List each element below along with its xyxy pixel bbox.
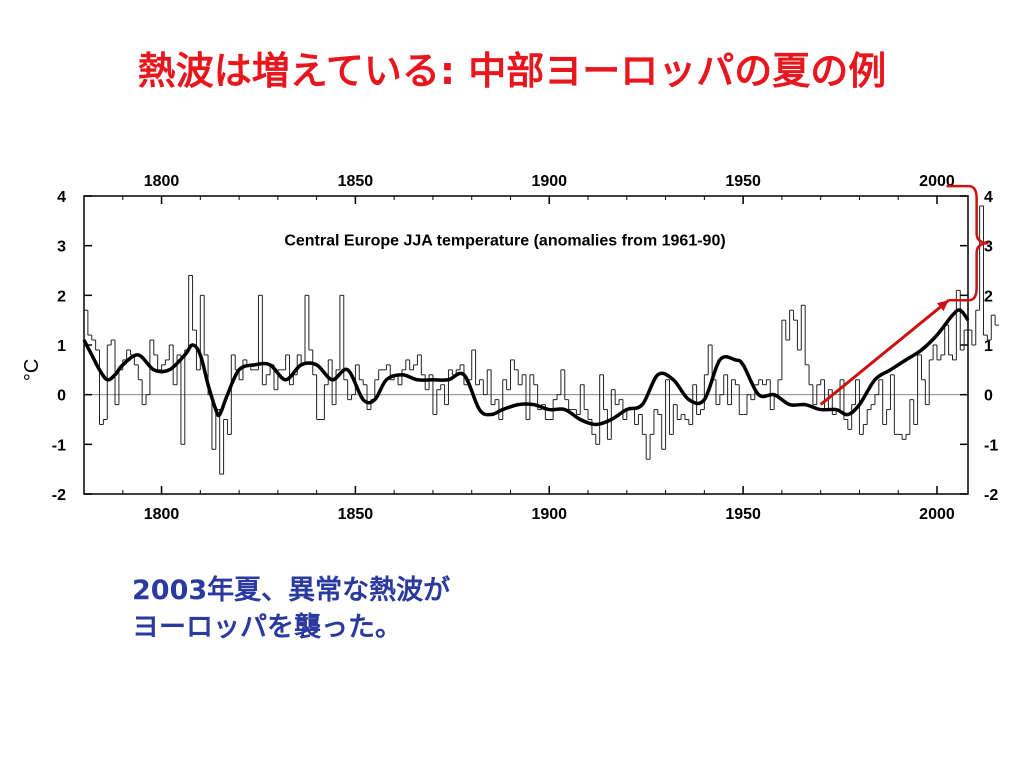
caption-line-2: ヨーロッパを襲った。: [132, 612, 402, 643]
x-tick-label-bottom: 1800: [144, 506, 180, 523]
slide-title: 熱波は増えている: 中部ヨーロッパの夏の例: [137, 49, 887, 93]
x-tick-label-top: 1850: [338, 173, 374, 190]
caption-line-1: 2003年夏、異常な熱波が: [132, 575, 451, 606]
axis-ticks: [84, 195, 968, 495]
x-tick-label-bottom: 1950: [725, 506, 761, 523]
y-tick-label-left: 1: [57, 338, 66, 355]
y-tick-label-right: 0: [984, 388, 993, 405]
curly-brace: [968, 184, 989, 302]
y-tick-label-left: -1: [52, 437, 66, 454]
y-tick-label-right: 3: [984, 239, 993, 256]
chart-title: Central Europe JJA temperature (anomalie…: [284, 233, 725, 250]
y-axis-label: °C: [21, 359, 43, 381]
x-tick-label-bottom: 1900: [531, 506, 567, 523]
caption: 2003年夏、異常な熱波が ヨーロッパを襲った。: [132, 572, 450, 646]
y-tick-label-right: 2: [984, 288, 993, 305]
y-tick-label-left: 4: [57, 189, 66, 206]
x-tick-label-top: 1950: [725, 173, 761, 190]
y-tick-label-left: 3: [57, 239, 66, 256]
smoothed-curve: [82, 308, 970, 427]
x-tick-label-bottom: 2000: [919, 506, 955, 523]
y-tick-label-right: 1: [984, 338, 993, 355]
axis-tick-labels: 1800 1800 1850 1850 1900 1900 1950 1950 2000 2000…: [52, 173, 999, 523]
annotations: [819, 184, 989, 406]
y-tick-label-right: -2: [984, 487, 998, 504]
x-tick-label-top: 1900: [531, 173, 567, 190]
trend-arrow-shaft: [819, 299, 950, 406]
y-tick-label-right: 4: [984, 189, 993, 206]
x-tick-label-top: 1800: [144, 173, 180, 190]
y-tick-label-left: 2: [57, 288, 66, 305]
trend-arrow-head: [936, 300, 949, 312]
y-tick-label-left: -2: [52, 487, 66, 504]
temperature-chart: 1800 1800 1850 1850 1900 1900 1950 1950 2000 2000…: [21, 173, 1000, 523]
y-tick-label-right: -1: [984, 437, 998, 454]
y-tick-label-left: 0: [57, 388, 66, 405]
x-tick-label-bottom: 1850: [338, 506, 374, 523]
x-tick-label-top: 2000: [919, 173, 955, 190]
